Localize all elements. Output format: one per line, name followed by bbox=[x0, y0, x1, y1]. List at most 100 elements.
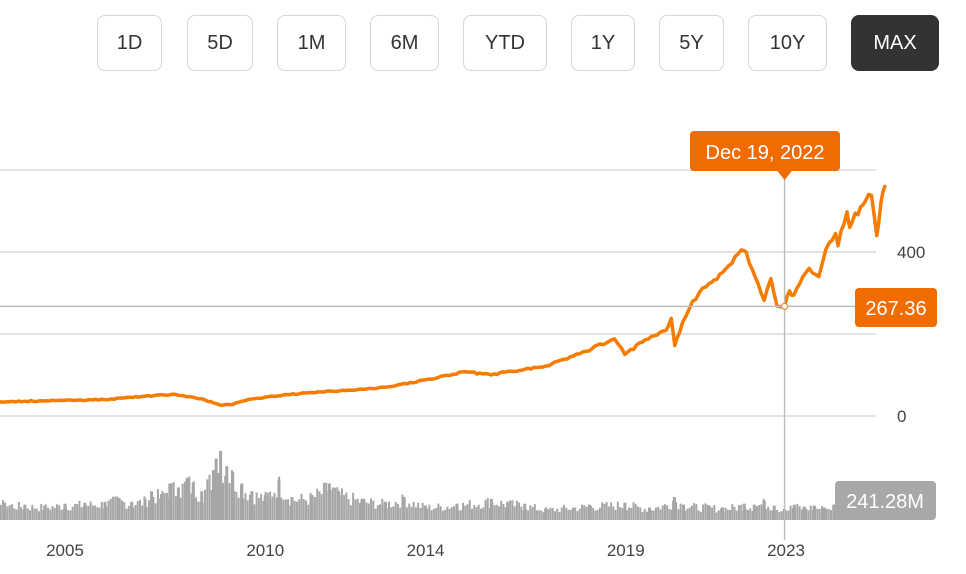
volume-bar bbox=[408, 503, 411, 520]
volume-bar bbox=[571, 507, 574, 520]
volume-bar bbox=[376, 505, 379, 520]
volume-bar bbox=[504, 507, 507, 520]
volume-bar bbox=[569, 509, 572, 520]
volume-bar bbox=[345, 492, 348, 520]
volume-bar bbox=[578, 508, 581, 520]
volume-bar bbox=[402, 496, 406, 520]
volume-bar bbox=[511, 500, 514, 520]
range-button-10y[interactable]: 10Y bbox=[748, 15, 827, 71]
volume-bar bbox=[76, 504, 79, 520]
range-button-max[interactable]: MAX bbox=[851, 15, 939, 71]
volume-bar bbox=[316, 488, 319, 520]
volume-bar bbox=[441, 510, 444, 520]
range-button-1d[interactable]: 1D bbox=[97, 15, 162, 71]
volume-bar bbox=[450, 507, 453, 520]
volume-bar bbox=[762, 500, 766, 520]
volume-bar bbox=[365, 502, 368, 520]
volume-bar bbox=[69, 510, 72, 520]
volume-bar bbox=[181, 483, 184, 520]
volume-bar bbox=[751, 510, 754, 520]
volume-bar bbox=[156, 489, 159, 520]
volume-bar bbox=[363, 498, 366, 520]
volume-bar bbox=[588, 504, 592, 520]
crosshair-point bbox=[781, 302, 789, 310]
volume-bar bbox=[666, 505, 669, 520]
volume-bar bbox=[457, 510, 460, 520]
volume-bar bbox=[610, 502, 613, 520]
volume-bar bbox=[506, 501, 510, 520]
volume-bar bbox=[538, 510, 541, 520]
range-button-1y[interactable]: 1Y bbox=[571, 15, 635, 71]
volume-bar bbox=[455, 503, 459, 520]
volume-bar bbox=[134, 505, 137, 520]
volume-bar bbox=[466, 504, 469, 520]
volume-bar bbox=[437, 503, 440, 520]
volume-bar bbox=[540, 510, 543, 520]
volume-bar bbox=[531, 506, 534, 520]
range-button-5y[interactable]: 5Y bbox=[659, 15, 724, 71]
volume-bar bbox=[639, 507, 642, 520]
volume-bar bbox=[625, 510, 628, 520]
volume-bar bbox=[367, 503, 370, 520]
range-button-1m[interactable]: 1M bbox=[277, 15, 346, 71]
volume-bar bbox=[6, 506, 9, 520]
volume-bar bbox=[829, 510, 832, 520]
volume-bar bbox=[614, 509, 617, 520]
volume-bar bbox=[3, 502, 7, 520]
volume-bar bbox=[210, 490, 213, 520]
volume-bar bbox=[822, 507, 826, 520]
volume-bar bbox=[225, 466, 229, 520]
volume-bar bbox=[682, 504, 686, 520]
volume-bar bbox=[612, 506, 615, 520]
volume-bar bbox=[392, 506, 395, 520]
volume-bar bbox=[686, 508, 689, 520]
volume-bar bbox=[580, 504, 583, 520]
volume-bar bbox=[347, 499, 350, 520]
volume-bar bbox=[699, 511, 702, 520]
volume-bar bbox=[792, 504, 796, 520]
range-button-6m[interactable]: 6M bbox=[370, 15, 439, 71]
volume-bar bbox=[132, 507, 135, 520]
volume-bar bbox=[313, 497, 316, 520]
volume-bar bbox=[812, 505, 816, 520]
volume-bar bbox=[58, 505, 61, 520]
volume-bar bbox=[63, 503, 67, 520]
volume-bar bbox=[410, 506, 413, 520]
volume-bar bbox=[598, 507, 601, 520]
volume-bar bbox=[497, 506, 500, 520]
volume-bar bbox=[726, 509, 729, 520]
volume-bar bbox=[26, 508, 29, 520]
volume-bar bbox=[515, 500, 518, 520]
volume-bar bbox=[176, 487, 180, 520]
volume-bar bbox=[300, 493, 303, 520]
volume-bar bbox=[607, 506, 610, 520]
volume-bar bbox=[263, 495, 267, 520]
volume-bar bbox=[670, 509, 673, 520]
x-tick-label: 2023 bbox=[767, 541, 805, 560]
volume-bar bbox=[67, 510, 70, 520]
volume-bar bbox=[697, 510, 700, 520]
range-button-ytd[interactable]: YTD bbox=[463, 15, 547, 71]
volume-bar bbox=[46, 507, 49, 520]
volume-bar bbox=[459, 510, 462, 520]
volume-bar bbox=[717, 510, 720, 520]
volume-bar bbox=[325, 482, 328, 520]
volume-bar bbox=[289, 505, 292, 520]
range-button-5d[interactable]: 5D bbox=[187, 15, 253, 71]
volume-bar bbox=[562, 505, 565, 520]
date-callout: Dec 19, 2022 bbox=[690, 131, 840, 180]
volume-bar bbox=[401, 494, 404, 520]
volume-bar bbox=[260, 494, 263, 520]
volume-bar bbox=[224, 476, 227, 520]
volume-bar bbox=[663, 504, 666, 520]
volume-bar bbox=[51, 506, 54, 520]
volume-bar bbox=[772, 505, 776, 520]
volume-bar bbox=[805, 508, 808, 520]
volume-bar bbox=[40, 503, 43, 520]
volume-bar bbox=[195, 497, 198, 520]
volume-bar bbox=[0, 504, 2, 520]
volume-bar bbox=[554, 511, 557, 520]
volume-bar bbox=[767, 506, 770, 520]
volume-bar bbox=[421, 502, 424, 520]
